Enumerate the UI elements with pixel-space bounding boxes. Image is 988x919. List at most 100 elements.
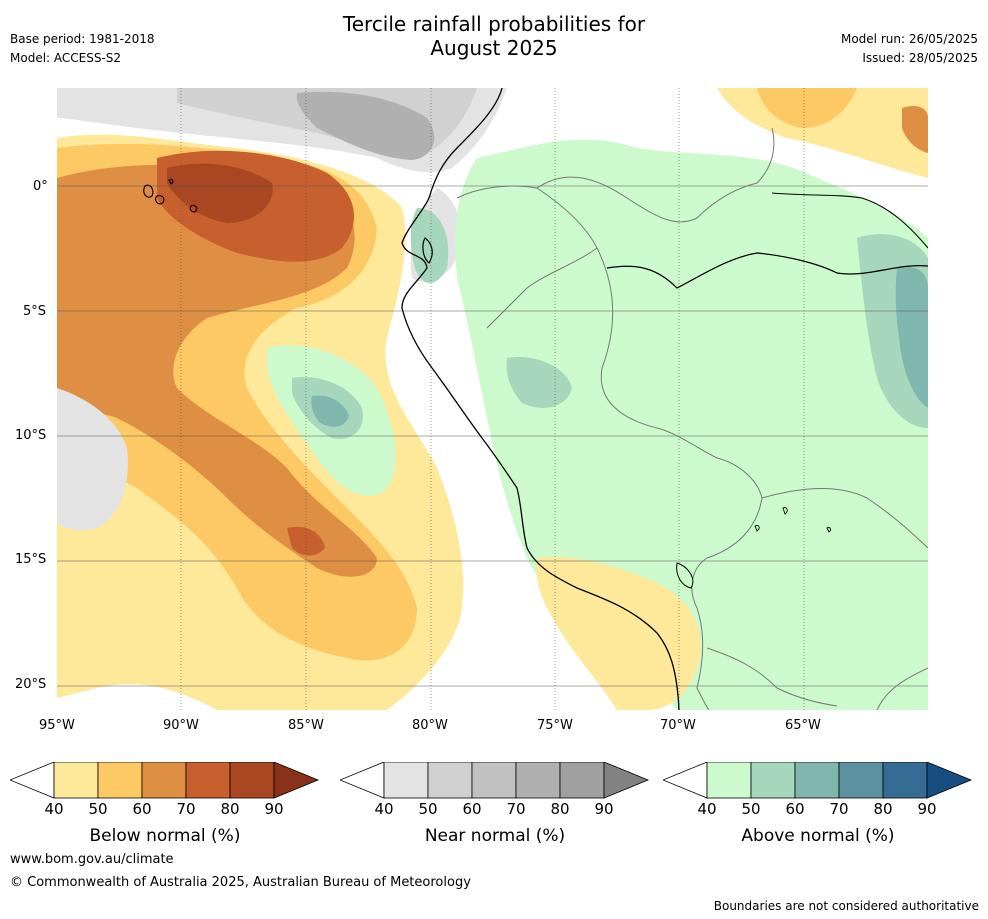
below-normal-tick-50: 50: [88, 800, 108, 818]
map-graticule: [57, 88, 928, 710]
below-normal-40-region-altiplano: [536, 557, 701, 710]
legend-near-normal-title: Near normal (%): [424, 826, 566, 846]
model-run-date: Model run: 26/05/2025: [840, 32, 978, 46]
river-north: [771, 192, 928, 249]
below-normal-swatch-70: [185, 762, 231, 799]
base-period: Base period: 1981-2018: [10, 32, 155, 46]
legend-below-normal-colorbar: [10, 762, 320, 799]
above-normal-tick-90: 90: [917, 800, 937, 818]
above-normal-60-region-ocean: [311, 395, 349, 427]
near-normal-tick-40: 40: [374, 800, 394, 818]
website-link[interactable]: www.bom.gov.au/climate: [10, 852, 174, 867]
legend-near-normal-colorbar: [340, 762, 650, 799]
above-normal-extend-max: [926, 762, 973, 799]
above-normal-tick-80: 80: [873, 800, 893, 818]
above-normal-50-region-interior: [506, 357, 572, 408]
near-normal-40-region-west: [57, 388, 128, 531]
lon-label-65w: 65°W: [785, 718, 821, 733]
below-normal-tick-80: 80: [220, 800, 240, 818]
copyright-text: © Commonwealth of Australia 2025, Austra…: [10, 875, 471, 890]
issued-date: Issued: 28/05/2025: [862, 51, 978, 65]
near-normal-tick-50: 50: [418, 800, 438, 818]
near-normal-swatch-60: [471, 762, 517, 799]
below-normal-60-region: [57, 164, 377, 577]
near-normal-70-region-north: [296, 91, 435, 160]
below-normal-tick-70: 70: [176, 800, 196, 818]
boundaries-disclaimer: Boundaries are not considered authoritat…: [713, 899, 979, 913]
above-normal-swatch-40: [706, 762, 752, 799]
above-normal-60-region-east: [895, 266, 928, 408]
border-paraguay: [876, 667, 928, 710]
small-lakes: [754, 507, 831, 533]
above-normal-swatch-80: [882, 762, 928, 799]
lon-label-70w: 70°W: [660, 718, 696, 733]
below-normal-swatch-40: [53, 762, 99, 799]
title-line-1: Tercile rainfall probabilities for: [342, 12, 646, 36]
above-normal-swatch-70: [838, 762, 884, 799]
near-normal-swatch-70: [515, 762, 561, 799]
above-normal-50-region-coast: [410, 208, 449, 283]
lat-label-15s: 15°S: [15, 552, 47, 567]
above-normal-swatch-60: [794, 762, 840, 799]
below-normal-60-region-northeast: [902, 106, 928, 153]
island-santiago: [168, 178, 174, 185]
below-normal-extend-min: [10, 762, 55, 799]
below-normal-extend-max: [273, 762, 320, 799]
island-santa-cruz: [155, 195, 165, 205]
above-normal-tick-50: 50: [741, 800, 761, 818]
near-normal-tick-90: 90: [594, 800, 614, 818]
below-normal-tick-40: 40: [44, 800, 64, 818]
galapagos-islands: [143, 178, 198, 213]
lon-label-90w: 90°W: [163, 718, 199, 733]
near-normal-extend-max: [603, 762, 650, 799]
legend-above-normal-title: Above normal (%): [741, 826, 895, 846]
below-normal-tick-90: 90: [264, 800, 284, 818]
lake-titicaca: [676, 562, 694, 589]
below-normal-swatch-50: [97, 762, 143, 799]
near-normal-swatch-80: [559, 762, 605, 799]
above-normal-tick-70: 70: [829, 800, 849, 818]
below-normal-swatch-80: [229, 762, 275, 799]
above-normal-tick-60: 60: [785, 800, 805, 818]
title-line-2: August 2025: [430, 36, 558, 60]
lat-label-0: 0°: [33, 179, 48, 194]
border-colombia-peru: [536, 127, 775, 223]
below-normal-50-region-northeast: [757, 88, 857, 128]
lat-label-10s: 10°S: [15, 428, 47, 443]
lat-label-5s: 5°S: [23, 304, 47, 319]
border-bolivia-argentina: [706, 647, 838, 707]
border-chile-bolivia: [696, 607, 710, 710]
map-title: Tercile rainfall probabilities for Augus…: [0, 12, 988, 60]
above-normal-extend-min: [663, 762, 708, 799]
below-normal-swatch-60: [141, 762, 187, 799]
near-normal-swatch-40: [383, 762, 429, 799]
lake-3: [826, 527, 831, 533]
island-isabela: [143, 184, 154, 198]
above-normal-tick-40: 40: [697, 800, 717, 818]
border-peru-brazil-bolivia: [596, 247, 763, 609]
legend-below-normal-title: Below normal (%): [89, 826, 241, 846]
lake-1: [754, 525, 760, 532]
lon-label-85w: 85°W: [288, 718, 324, 733]
near-normal-swatch-50: [427, 762, 473, 799]
gulf-of-guayaquil: [422, 237, 433, 264]
near-normal-tick-70: 70: [506, 800, 526, 818]
island-san-cristobal: [189, 204, 198, 213]
near-normal-extend-min: [340, 762, 385, 799]
rainfall-probability-map: [57, 88, 928, 710]
near-normal-tick-60: 60: [462, 800, 482, 818]
amazon-river: [606, 252, 928, 289]
below-normal-tick-60: 60: [132, 800, 152, 818]
coastline: [401, 88, 680, 710]
border-bolivia-brazil: [761, 488, 928, 549]
legend-above-normal-colorbar: [663, 762, 973, 799]
model-name: Model: ACCESS-S2: [10, 51, 122, 65]
below-normal-80-region: [167, 163, 273, 223]
border-ecuador-peru: [456, 185, 598, 329]
lon-label-75w: 75°W: [537, 718, 573, 733]
country-borders: [456, 127, 928, 710]
lake-2: [782, 507, 788, 515]
lat-label-20s: 20°S: [15, 677, 47, 692]
above-normal-swatch-50: [750, 762, 796, 799]
lon-label-80w: 80°W: [412, 718, 448, 733]
